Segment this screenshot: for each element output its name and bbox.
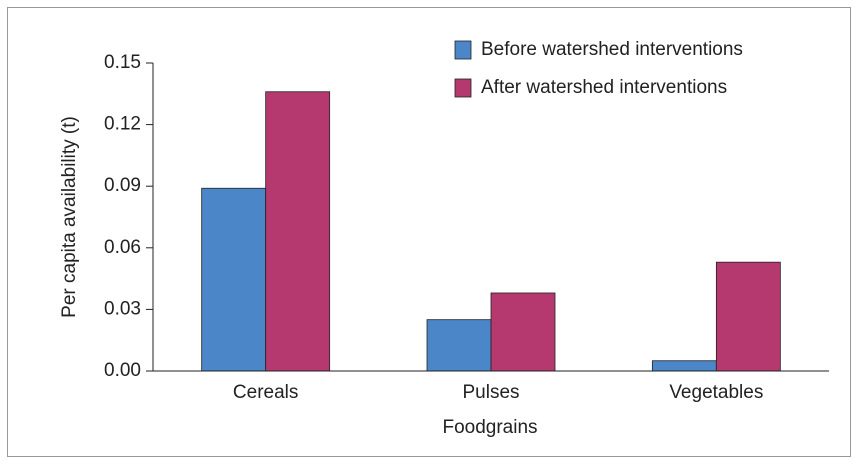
y-tick-label: 0.12 [104,114,141,135]
y-tick-label: 0.09 [104,175,141,196]
bar [201,187,267,372]
x-axis-title: Foodgrains [442,417,537,438]
bar [265,91,331,372]
x-tick-label: Pulses [462,382,519,403]
y-tick-label: 0.00 [104,360,141,381]
frame [7,7,851,457]
legend-swatch [454,78,472,98]
legend-label: After watershed interventions [481,77,727,98]
bar [490,292,556,372]
y-tick-label: 0.03 [104,298,141,319]
bar [651,360,717,372]
bar [426,319,492,372]
x-tick-label: Vegetables [669,382,763,403]
y-tick-label: 0.15 [104,52,141,73]
x-tick-label: Cereals [233,382,298,403]
bar [715,261,781,372]
legend-label: Before watershed interventions [481,39,743,60]
y-axis-title: Per capita availability (t) [59,116,80,318]
legend-swatch [454,40,472,60]
y-tick-label: 0.06 [104,237,141,258]
